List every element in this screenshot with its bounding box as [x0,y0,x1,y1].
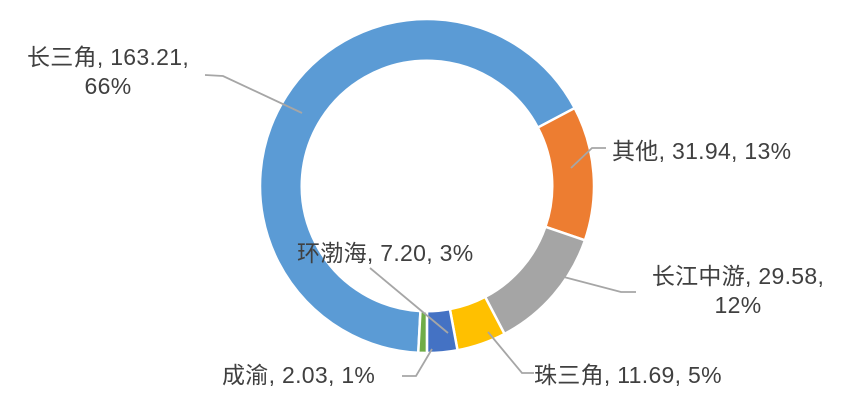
data-label-changsanjiao: 长三角, 163.21, 66% [26,44,190,99]
leader-line-qita [570,147,606,169]
donut-slice-qita [536,106,596,242]
donut-slice-changsanjiao [258,17,576,355]
donut-slice-changjiangzhongyou [483,225,587,336]
leader-line-changsanjiao [204,74,303,114]
leader-line-changjiangzhongyou [559,275,636,293]
leader-line-huanbohai [369,267,449,334]
data-label-zhusanjiao: 珠三角, 11.69, 5% [534,362,722,388]
data-label-qita: 其他, 31.94, 13% [612,138,792,164]
donut-slice-chengyu [417,309,429,355]
leader-line-zhusanjiao [487,331,534,374]
data-label-changjiangzhongyou: 长江中游, 29.58, 12% [651,263,825,318]
data-label-huanbohai: 环渤海, 7.20, 3% [297,240,474,266]
leader-line-chengyu [402,348,433,377]
data-label-chengyu: 成渝, 2.03, 1% [222,362,376,388]
